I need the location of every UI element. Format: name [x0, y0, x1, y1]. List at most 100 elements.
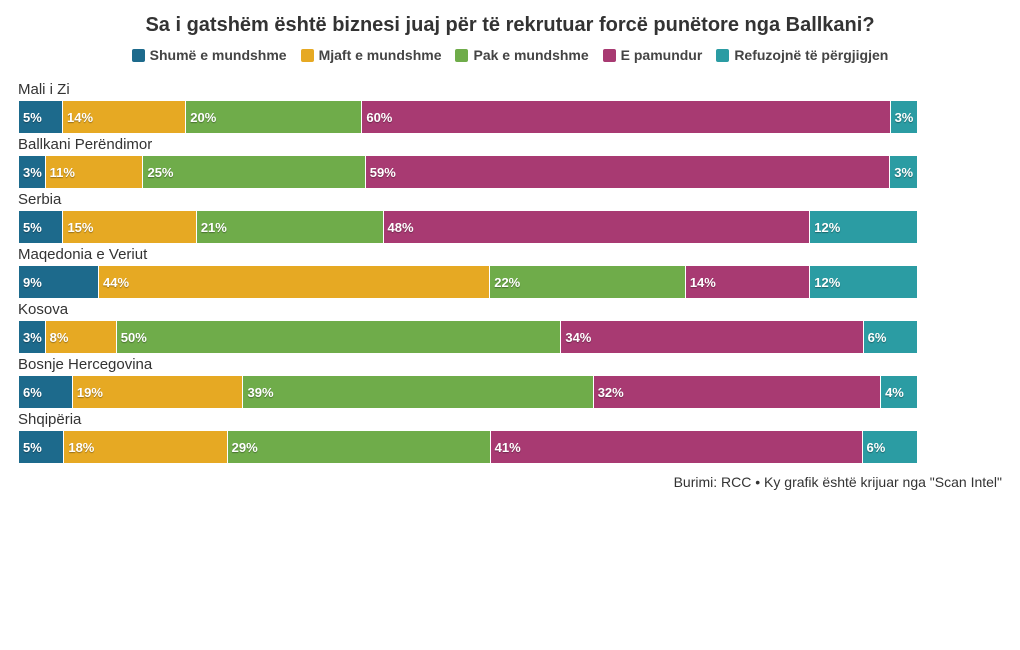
legend-swatch	[455, 49, 468, 62]
bar-segment: 3%	[890, 156, 917, 188]
chart-title: Sa i gatshëm është biznesi juaj për të r…	[18, 14, 1002, 37]
segment-value: 5%	[23, 220, 42, 235]
bar-segment: 15%	[63, 211, 196, 243]
bar-segment: 11%	[46, 156, 144, 188]
segment-value: 14%	[690, 275, 716, 290]
segment-value: 3%	[894, 165, 913, 180]
segment-value: 4%	[885, 385, 904, 400]
segment-value: 3%	[23, 330, 42, 345]
legend-swatch	[132, 49, 145, 62]
bar-segment: 5%	[19, 431, 64, 463]
segment-value: 11%	[50, 165, 75, 180]
bar-segment: 8%	[46, 321, 117, 353]
bar-segment: 3%	[891, 101, 917, 133]
segment-value: 12%	[814, 220, 840, 235]
bar-segment: 34%	[561, 321, 863, 353]
bar-segment: 5%	[19, 211, 63, 243]
segment-value: 6%	[868, 330, 887, 345]
stacked-bar: 5% 14% 20% 60% 3%	[18, 100, 918, 134]
bar-segment: 59%	[366, 156, 891, 188]
legend-label: Refuzojnë të përgjigjen	[734, 47, 888, 63]
bar-segment: 3%	[19, 321, 46, 353]
legend-label: Pak e mundshme	[473, 47, 588, 63]
bar-segment: 6%	[864, 321, 917, 353]
segment-value: 22%	[494, 275, 520, 290]
bar-segment: 19%	[73, 376, 244, 408]
bar-segment: 6%	[863, 431, 917, 463]
chart-row: Bosnje Hercegovina 6% 19% 39% 32% 4%	[18, 356, 1002, 409]
segment-value: 21%	[201, 220, 227, 235]
chart-row: Mali i Zi 5% 14% 20% 60% 3%	[18, 81, 1002, 134]
row-label: Kosova	[18, 301, 1002, 318]
segment-value: 14%	[67, 110, 93, 125]
bar-segment: 22%	[490, 266, 686, 298]
bar-segment: 9%	[19, 266, 99, 298]
row-label: Serbia	[18, 191, 1002, 208]
legend-label: E pamundur	[621, 47, 703, 63]
bar-segment: 5%	[19, 101, 63, 133]
bar-segment: 39%	[243, 376, 593, 408]
bar-segment: 3%	[19, 156, 46, 188]
stacked-bar: 5% 18% 29% 41% 6%	[18, 430, 918, 464]
bar-segment: 48%	[384, 211, 811, 243]
row-label: Shqipëria	[18, 411, 1002, 428]
legend-label: Shumë e mundshme	[150, 47, 287, 63]
segment-value: 8%	[50, 330, 69, 345]
segment-value: 34%	[565, 330, 591, 345]
segment-value: 6%	[867, 440, 886, 455]
segment-value: 20%	[190, 110, 216, 125]
legend-item: E pamundur	[603, 47, 703, 63]
row-label: Bosnje Hercegovina	[18, 356, 1002, 373]
row-label: Ballkani Perëndimor	[18, 136, 1002, 153]
chart-row: Kosova 3% 8% 50% 34% 6%	[18, 301, 1002, 354]
stacked-bar: 3% 11% 25% 59% 3%	[18, 155, 918, 189]
segment-value: 18%	[68, 440, 94, 455]
chart-row: Maqedonia e Veriut 9% 44% 22% 14% 12%	[18, 246, 1002, 299]
bar-segment: 4%	[881, 376, 917, 408]
bar-segment: 18%	[64, 431, 227, 463]
segment-value: 44%	[103, 275, 129, 290]
legend-item: Refuzojnë të përgjigjen	[716, 47, 888, 63]
bar-segment: 20%	[186, 101, 362, 133]
segment-value: 9%	[23, 275, 42, 290]
segment-value: 6%	[23, 385, 42, 400]
legend-item: Pak e mundshme	[455, 47, 588, 63]
chart-row: Serbia 5% 15% 21% 48% 12%	[18, 191, 1002, 244]
bar-segment: 14%	[686, 266, 810, 298]
legend-swatch	[301, 49, 314, 62]
segment-value: 19%	[77, 385, 103, 400]
chart-rows: Mali i Zi5%14%20%60%3%Ballkani Perëndimo…	[18, 81, 1002, 464]
bar-segment: 12%	[810, 211, 917, 243]
row-label: Mali i Zi	[18, 81, 1002, 98]
segment-value: 15%	[67, 220, 93, 235]
legend: Shumë e mundshme Mjaft e mundshme Pak e mu…	[18, 47, 1002, 63]
segment-value: 32%	[598, 385, 624, 400]
stacked-bar: 9% 44% 22% 14% 12%	[18, 265, 918, 299]
chart-row: Shqipëria 5% 18% 29% 41% 6%	[18, 411, 1002, 464]
segment-value: 48%	[388, 220, 414, 235]
bar-segment: 25%	[143, 156, 365, 188]
chart-row: Ballkani Perëndimor 3% 11% 25% 59% 3%	[18, 136, 1002, 189]
legend-item: Mjaft e mundshme	[301, 47, 442, 63]
bar-segment: 12%	[810, 266, 917, 298]
legend-swatch	[603, 49, 616, 62]
segment-value: 59%	[370, 165, 396, 180]
segment-value: 5%	[23, 440, 42, 455]
legend-swatch	[716, 49, 729, 62]
stacked-bar: 5% 15% 21% 48% 12%	[18, 210, 918, 244]
bar-segment: 29%	[228, 431, 491, 463]
bar-segment: 14%	[63, 101, 186, 133]
bar-segment: 50%	[117, 321, 562, 353]
bar-segment: 41%	[491, 431, 863, 463]
segment-value: 29%	[232, 440, 258, 455]
bar-segment: 6%	[19, 376, 73, 408]
segment-value: 50%	[121, 330, 147, 345]
legend-item: Shumë e mundshme	[132, 47, 287, 63]
row-label: Maqedonia e Veriut	[18, 246, 1002, 263]
bar-segment: 60%	[362, 101, 890, 133]
segment-value: 3%	[895, 110, 914, 125]
segment-value: 25%	[147, 165, 173, 180]
segment-value: 39%	[247, 385, 273, 400]
segment-value: 5%	[23, 110, 42, 125]
stacked-bar: 6% 19% 39% 32% 4%	[18, 375, 918, 409]
